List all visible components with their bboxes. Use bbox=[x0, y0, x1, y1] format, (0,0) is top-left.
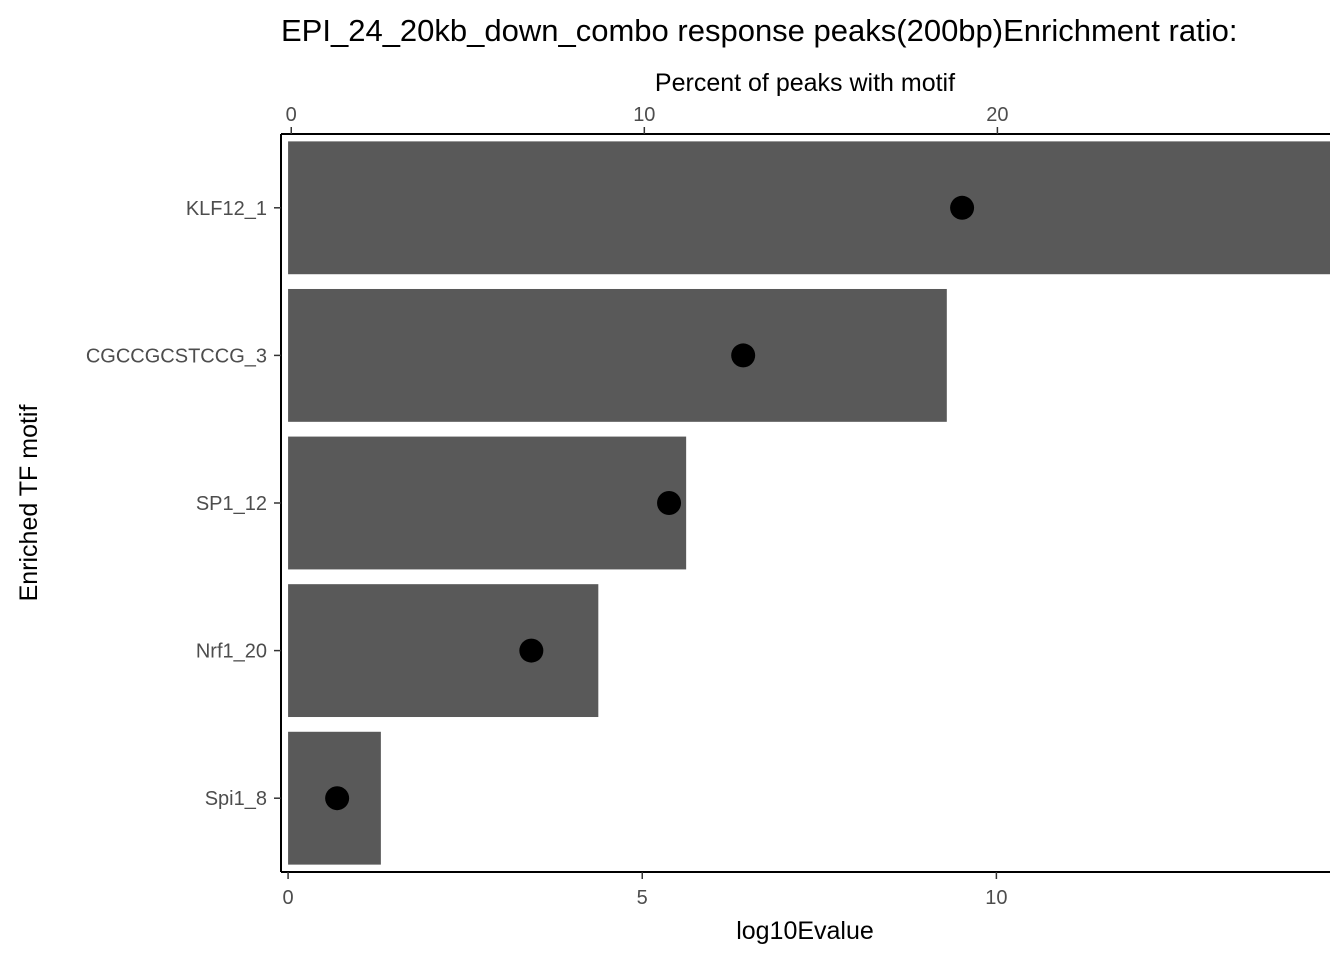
y-tick-label: CGCCGCSTCCG_3 bbox=[86, 345, 267, 367]
x2-axis-title: Percent of peaks with motif bbox=[655, 69, 955, 97]
x2-tick-label: 0 bbox=[286, 104, 297, 126]
y-tick-label: KLF12_1 bbox=[186, 198, 267, 220]
y-tick-label: SP1_12 bbox=[196, 493, 267, 515]
y-axis-ticks: KLF12_1 CGCCGCSTCCG_3 SP1_12 Nrf1_20 Spi1_8 bbox=[86, 198, 281, 810]
x-tick-label: 0 bbox=[283, 887, 294, 909]
point-nrf1-20 bbox=[519, 638, 544, 663]
bar-sp1-12 bbox=[288, 436, 687, 570]
x2-tick-label: 10 bbox=[633, 104, 655, 126]
bar-klf12-1 bbox=[288, 141, 1331, 275]
bar-nrf1-20 bbox=[288, 584, 599, 718]
x2-tick-label: 20 bbox=[986, 104, 1008, 126]
bar-layer bbox=[288, 141, 1331, 865]
x-axis-ticks: 0 5 10 bbox=[283, 872, 1008, 909]
y-tick-label: Spi1_8 bbox=[205, 788, 267, 810]
point-sp1-12 bbox=[657, 491, 682, 515]
x-axis-title: log10Evalue bbox=[736, 917, 874, 945]
x-tick-label: 10 bbox=[985, 887, 1007, 909]
x-tick-label: 5 bbox=[637, 887, 648, 909]
chart-title: EPI_24_20kb_down_combo response peaks(20… bbox=[281, 13, 1237, 48]
y-axis-title: Enriched TF motif bbox=[15, 405, 43, 602]
bar-cgccgcstccg-3 bbox=[288, 288, 947, 422]
point-layer bbox=[325, 195, 975, 811]
point-spi1-8 bbox=[325, 786, 350, 811]
point-cgccgcstccg-3 bbox=[731, 343, 756, 368]
y-tick-label: Nrf1_20 bbox=[196, 641, 267, 663]
x2-axis-ticks: 0 10 20 bbox=[286, 104, 1009, 134]
point-klf12-1 bbox=[950, 195, 975, 220]
